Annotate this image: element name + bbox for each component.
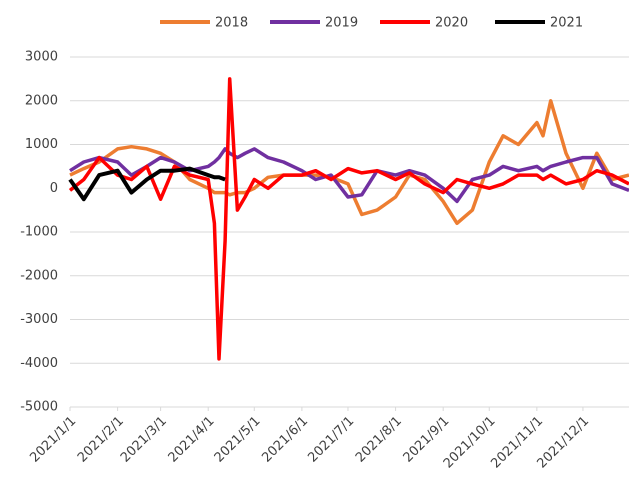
y-tick-label: 1000: [25, 137, 58, 152]
series-line: [68, 166, 226, 202]
x-tick-label: 2021/4/1: [166, 414, 218, 466]
x-tick-label: 2021/5/1: [212, 414, 264, 466]
legend-label: 2020: [435, 16, 468, 31]
x-tick-label: 2021/8/1: [353, 414, 405, 466]
legend-label: 2021: [550, 16, 583, 31]
y-tick-label: 2000: [25, 93, 58, 108]
y-tick-label: -4000: [20, 356, 58, 371]
legend-label: 2018: [215, 16, 248, 31]
y-tick-label: -1000: [20, 225, 58, 240]
x-tick-label: 2021/2/1: [75, 414, 127, 466]
y-tick-label: -3000: [20, 312, 58, 327]
x-tick-label: 2021/7/1: [305, 414, 357, 466]
y-tick-label: -2000: [20, 268, 58, 283]
legend-label: 2019: [325, 16, 358, 31]
x-tick-label: 2021/6/1: [259, 414, 311, 466]
y-tick-label: 0: [50, 181, 58, 196]
y-tick-label: -5000: [20, 400, 58, 415]
series-line: [69, 147, 629, 204]
x-tick-label: 2021/3/1: [118, 414, 170, 466]
x-tick-label: 2021/1/1: [27, 414, 79, 466]
y-tick-label: 3000: [25, 50, 58, 65]
